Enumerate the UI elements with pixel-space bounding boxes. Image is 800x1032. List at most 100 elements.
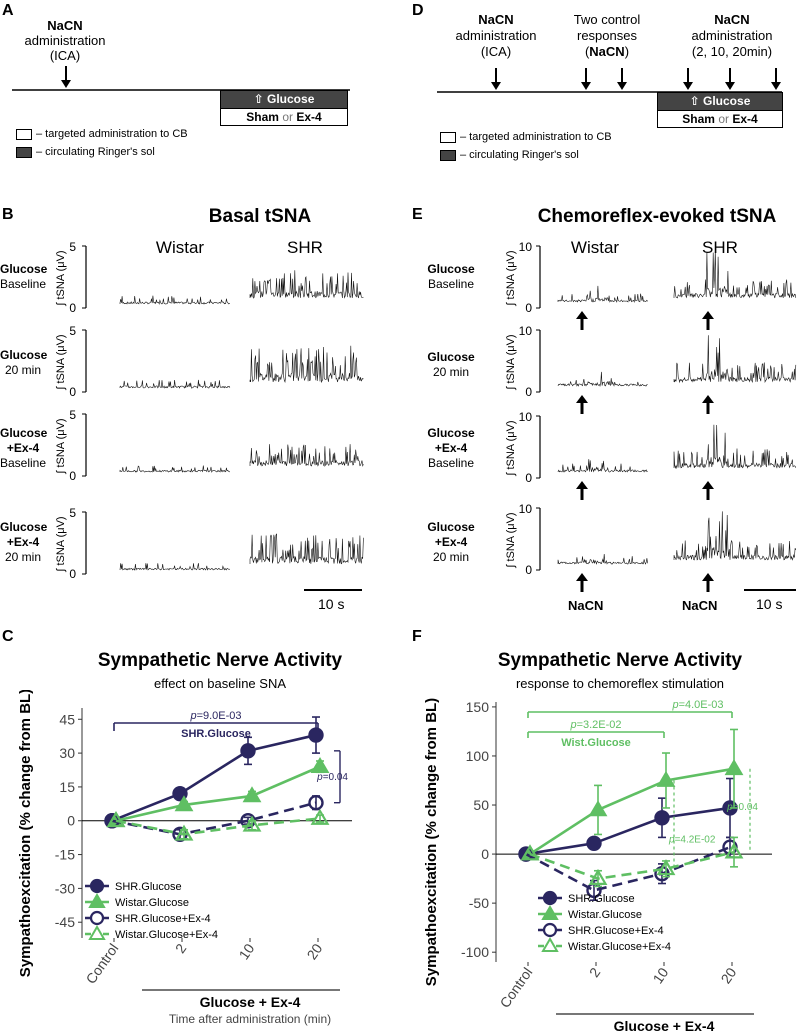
- panel-b-ylabel-2: ∫ tSNA (μV): [55, 334, 67, 390]
- panel-d-drug2-sub: administration: [691, 28, 773, 43]
- chart-c-xtick-label-1: 2: [172, 940, 190, 956]
- chart-f-legend-marker-1: [541, 905, 559, 920]
- chart-f-series-1-point-2: [656, 770, 676, 787]
- panel-e-ylabel-3: ∫ tSNA (μV): [505, 420, 517, 476]
- panel-b-row3-l1: Glucose: [0, 426, 48, 440]
- chart-f-series-2-line: [525, 845, 731, 892]
- chart-f-title: Sympathetic Nerve Activity: [497, 650, 743, 671]
- chart-c-xtick-label-3: 20: [303, 940, 325, 962]
- panel-e-row2-l2: 20 min: [432, 365, 470, 379]
- chart-f-ytick-label-3: 50: [473, 797, 489, 813]
- chart-c-series-1-line: [115, 765, 321, 823]
- chart-c-legend-marker-2: [89, 910, 105, 926]
- panel-b-row1-l1: Glucose: [0, 262, 48, 276]
- chart-f-subtitle: response to chemoreflex stimulation: [515, 676, 725, 691]
- chart-f-series-2: [518, 836, 738, 901]
- panel-b-row2-l2: 20 min: [4, 363, 42, 377]
- panel-b-row-label-4: Glucose +Ex-4 20 min: [0, 520, 47, 565]
- chart-c-legend-marker-0: [89, 878, 105, 894]
- panel-b-row-label-3: Glucose +Ex-4 Baseline: [0, 426, 48, 471]
- chart-c-series-2: [104, 795, 324, 842]
- panel-b-ytick-label-top-1: 5: [69, 240, 76, 254]
- chart-c-series-3-line: [115, 817, 321, 836]
- chart-c-ytick-label-0: -45: [55, 914, 75, 930]
- chart-f-group-label: Glucose + Ex-4: [614, 1018, 715, 1032]
- panel-d-sham: Sham: [682, 112, 715, 126]
- panel-b-traces: 50∫ tSNA (μV)50∫ tSNA (μV)50∫ tSNA (μV)5…: [55, 240, 364, 591]
- chart-c-ytick-label-6: 45: [59, 711, 75, 727]
- panel-a-legend-dark-box: [16, 147, 32, 158]
- chart-c-bracket-1-group: SHR.Glucose: [181, 728, 251, 740]
- panel-e-trace-shr-1: [673, 250, 797, 299]
- chart-c-pvalue-1: p=9.0E-03: [189, 710, 241, 722]
- panel-e-ytick-label-top-1: 10: [519, 240, 533, 254]
- panel-b-trace-wistar-1: [119, 295, 231, 305]
- chart-c-series-2-line: [111, 801, 317, 836]
- panel-d-treatment-bar: Sham or Ex-4: [657, 110, 783, 128]
- chart-f: -100 -50 0 50 100 150 Sympathoexcitation (% ch…: [423, 698, 772, 1032]
- chart-c-series-0-point-2: [240, 743, 256, 759]
- panel-b-row3-l3: Baseline: [0, 456, 47, 470]
- panel-e-row1-l1: Glucose: [427, 262, 475, 276]
- chart-f-series-0-point-2: [654, 810, 670, 826]
- chart-f-legend-marker-2: [542, 922, 558, 938]
- chart-c-legend-label-1: Wistar.Glucose: [115, 897, 189, 909]
- chart-f-series-0-point-1: [586, 835, 602, 851]
- panel-b-trace-shr-2: [249, 345, 364, 384]
- chart-c-series-0-line: [111, 733, 317, 822]
- chart-c-xtick-label-0: Control: [82, 941, 121, 987]
- panel-d-control-drug: NaCN: [589, 44, 625, 59]
- panel-b-trace-wistar-2: [119, 379, 231, 389]
- chart-f-series-0-line: [525, 806, 731, 856]
- chart-c-ytick-label-5: 30: [59, 745, 75, 761]
- chart-f-series-3: [520, 836, 744, 888]
- panel-b-trace-wistar-3: [119, 465, 231, 473]
- panel-d-drug2: NaCN: [714, 12, 750, 27]
- chart-f-legend-label-1: Wistar.Glucose: [568, 909, 642, 921]
- chart-f-pvalue-4: p=0.04: [726, 802, 758, 813]
- panel-e-ytick-label-top-3: 10: [519, 410, 533, 424]
- chart-f-pvalue-1: p=4.0E-03: [671, 699, 723, 711]
- chart-c-title: Sympathetic Nerve Activity: [97, 650, 343, 671]
- chart-f-series-1: [520, 728, 744, 861]
- chart-c-series-2-point-3: [308, 795, 324, 811]
- chart-f-xtick-label-3: 20: [717, 964, 739, 986]
- chart-f-ytick-label-1: -50: [469, 895, 489, 911]
- panel-e-row1-l2: Baseline: [427, 277, 475, 291]
- panel-b-row-label-1: Glucose Baseline: [0, 262, 48, 292]
- chart-c-series-3-point-3: [310, 808, 330, 825]
- panel-e-row4-l3: 20 min: [432, 550, 470, 564]
- panel-b-ytick-label-top-3: 5: [69, 408, 76, 422]
- panel-b-trace-shr-4: [249, 533, 364, 565]
- chart-f-series-1-point-3: [724, 759, 744, 776]
- panel-a-arrowhead: [61, 80, 71, 88]
- panel-d-control-open: (: [584, 44, 590, 59]
- panel-e-ytick-label-bottom-1: 0: [525, 301, 532, 315]
- panel-e-row4-l2: +Ex-4: [434, 535, 468, 549]
- panel-e-ylabel-4: ∫ tSNA (μV): [505, 512, 517, 568]
- panel-e-nacn-arrowhead-1-2: [702, 311, 714, 319]
- panel-e-nacn-label-shr: NaCN: [682, 598, 718, 613]
- panel-a-drug: NaCN: [47, 18, 83, 33]
- chart-c-series-1-point-3: [310, 756, 330, 773]
- panel-b-ytick-label-top-2: 5: [69, 324, 76, 338]
- chart-f-series-3-point-3: [724, 842, 744, 859]
- panel-a-legend-circulating: – circulating Ringer's sol: [36, 146, 155, 158]
- panel-e-col-shr: SHR: [702, 238, 738, 257]
- panel-b-ytick-label-bottom-2: 0: [69, 385, 76, 399]
- chart-c-series-3-point-1: [174, 824, 194, 841]
- panel-e-trace-shr-4: [673, 511, 797, 561]
- panel-e-row-label-2: Glucose 20 min: [420, 350, 482, 380]
- panel-b-row1-l2: Baseline: [0, 277, 47, 291]
- panel-e-nacn-arrowhead-4-1: [576, 573, 588, 581]
- chart-f-series-3-point-1: [588, 868, 608, 885]
- panel-label-e: E: [412, 206, 423, 223]
- panel-a-drug-label: NaCN administration (ICA): [20, 18, 110, 63]
- panel-d-legend-circulating: – circulating Ringer's sol: [460, 149, 579, 161]
- panel-e-trace-wistar-4: [557, 553, 648, 565]
- panel-e-ytick-label-bottom-3: 0: [525, 471, 532, 485]
- panel-d-drug-label: NaCN administration (ICA): [448, 12, 544, 60]
- panel-a-or: or: [282, 110, 293, 124]
- panel-a-sham: Sham: [246, 110, 279, 124]
- panel-label-f: F: [412, 628, 422, 645]
